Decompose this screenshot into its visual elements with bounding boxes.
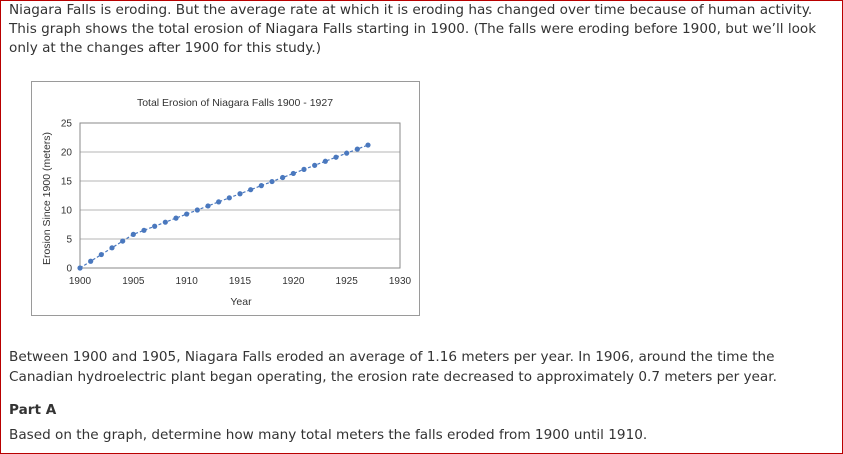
data-point <box>280 174 286 181</box>
data-point <box>152 223 158 229</box>
chart-title: Total Erosion of Niagara Falls 1900 - 19… <box>137 97 333 109</box>
rate-paragraph: Between 1900 and 1905, Niagara Falls ero… <box>9 349 777 385</box>
data-point <box>184 211 190 217</box>
x-tick-label: 1910 <box>176 276 199 287</box>
data-point <box>226 195 232 201</box>
intro-paragraph: Niagara Falls is eroding. But the averag… <box>9 2 817 56</box>
data-point <box>237 191 243 197</box>
y-tick-label: 10 <box>61 206 73 217</box>
data-point <box>290 170 296 177</box>
x-tick-label: 1905 <box>122 276 145 287</box>
data-point <box>88 258 94 264</box>
y-tick-label: 25 <box>61 119 73 130</box>
data-point <box>333 154 339 160</box>
data-point <box>344 150 350 156</box>
part-a-heading: Part A <box>9 402 57 418</box>
x-tick-label: 1925 <box>336 276 359 287</box>
x-tick-label: 1900 <box>69 276 92 287</box>
chart-canvas: 0 5 10 15 20 25 1900 1905 1910 1915 1920 1925 1930 To… <box>41 97 412 308</box>
data-point <box>205 203 211 209</box>
data-point <box>322 158 328 164</box>
y-tick-label: 15 <box>61 177 73 188</box>
x-tick-label: 1920 <box>282 276 305 287</box>
data-point <box>354 146 360 152</box>
y-tick-label: 5 <box>66 235 72 246</box>
y-tick-label: 0 <box>66 264 72 275</box>
x-axis-label: Year <box>230 296 252 308</box>
plot-frame <box>79 122 401 269</box>
series-line <box>79 144 369 269</box>
x-tick-label: 1930 <box>389 276 412 287</box>
data-point <box>194 207 200 213</box>
part-a-question: Based on the graph, determine how many t… <box>9 427 648 443</box>
data-point <box>162 219 168 225</box>
erosion-chart: 0 5 10 15 20 25 1900 1905 1910 1915 1920 1925 1930 To… <box>31 81 420 316</box>
data-point <box>216 199 222 205</box>
data-point <box>301 166 307 172</box>
data-point <box>365 142 371 148</box>
data-point <box>141 227 147 233</box>
data-point <box>173 215 179 221</box>
data-point <box>77 265 83 271</box>
data-point <box>98 251 104 258</box>
y-tick-label: 20 <box>61 148 73 159</box>
data-point <box>248 187 254 193</box>
data-point <box>120 238 126 244</box>
x-tick-label: 1915 <box>229 276 252 287</box>
data-point <box>130 231 136 237</box>
data-point <box>258 183 264 189</box>
data-point <box>109 245 115 251</box>
data-point <box>269 178 275 185</box>
data-point <box>312 162 318 168</box>
y-axis-label: Erosion Since 1900 (meters) <box>41 132 53 265</box>
